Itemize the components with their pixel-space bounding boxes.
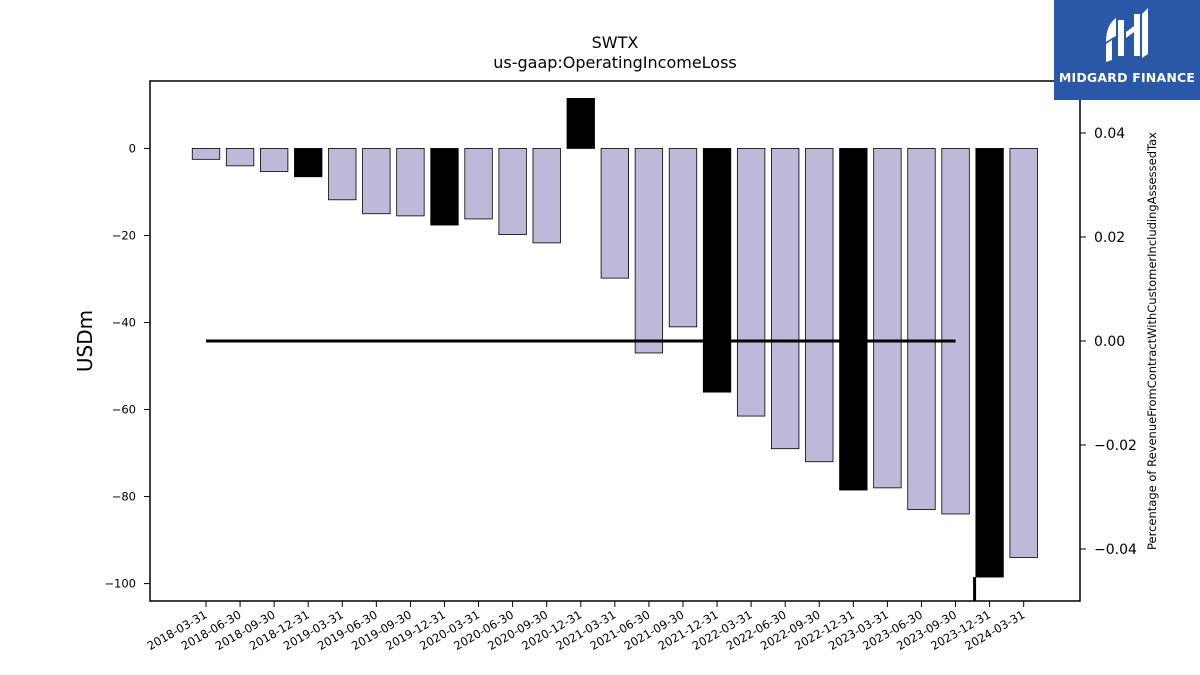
bar-2022-09-30 bbox=[805, 148, 834, 463]
bar-2022-03-31 bbox=[736, 148, 766, 417]
y-axis-ticks: 0 −20 −40 −60 −80 −100 bbox=[104, 141, 150, 591]
brand-logo: MIDGARD FINANCE bbox=[1054, 0, 1200, 100]
bar-2020-03-31 bbox=[464, 148, 493, 220]
y-tick-label: −80 bbox=[112, 490, 136, 504]
y2-tick-label: 0.02 bbox=[1094, 230, 1125, 246]
bar-2023-06-30 bbox=[907, 148, 936, 511]
bar-2023-03-31 bbox=[873, 148, 902, 489]
bar-2021-06-30 bbox=[634, 148, 664, 354]
y2-tick-label: 0.00 bbox=[1094, 334, 1125, 350]
bar-2019-09-30 bbox=[396, 148, 425, 217]
bar-2019-03-31 bbox=[328, 148, 357, 201]
bars-group bbox=[191, 98, 1038, 578]
midgard-logo-icon bbox=[1106, 8, 1148, 62]
bar-2019-06-30 bbox=[362, 148, 391, 215]
bar-2020-06-30 bbox=[498, 148, 527, 236]
bar-2020-09-30 bbox=[532, 148, 561, 244]
bar-2020-12-31 bbox=[566, 98, 595, 149]
bar-2021-12-31 bbox=[702, 148, 732, 393]
brand-name: MIDGARD FINANCE bbox=[1058, 70, 1196, 85]
bar-2021-03-31 bbox=[600, 148, 629, 279]
bar-2024-03-31 bbox=[1009, 148, 1038, 558]
bar-2018-03-31 bbox=[191, 148, 221, 160]
chart-title: SWTX bbox=[592, 33, 639, 52]
bar-2019-12-31 bbox=[430, 148, 459, 226]
y-tick-label: 0 bbox=[129, 141, 136, 155]
bar-2023-12-31 bbox=[975, 148, 1004, 578]
bar-2021-09-30 bbox=[668, 148, 698, 328]
y-tick-label: −60 bbox=[112, 403, 136, 417]
y-axis-label: USDm bbox=[73, 310, 97, 372]
bar-2023-09-30 bbox=[941, 148, 970, 515]
y2-axis-label: Percentage of RevenueFromContractWithCus… bbox=[1145, 132, 1159, 550]
chart-subtitle: us-gaap:OperatingIncomeLoss bbox=[493, 53, 737, 72]
y2-tick-label: −0.04 bbox=[1094, 542, 1137, 558]
bar-2022-06-30 bbox=[771, 148, 800, 450]
bar-2022-12-31 bbox=[839, 148, 868, 491]
y-tick-label: −100 bbox=[104, 577, 136, 591]
y2-axis-ticks: 0.04 0.02 0.00 −0.02 −0.04 bbox=[1080, 126, 1137, 558]
y-tick-label: −20 bbox=[112, 228, 136, 242]
percentage-line-group bbox=[206, 339, 977, 601]
bar-2018-12-31 bbox=[294, 148, 323, 178]
y-tick-label: −40 bbox=[112, 316, 136, 330]
x-axis-ticks: 2018-03-312018-06-302018-09-302018-12-31… bbox=[145, 601, 1027, 653]
bar-2018-06-30 bbox=[225, 148, 255, 167]
y2-tick-label: −0.02 bbox=[1094, 438, 1137, 454]
bar-2018-09-30 bbox=[259, 148, 289, 172]
y2-tick-label: 0.04 bbox=[1094, 126, 1125, 142]
